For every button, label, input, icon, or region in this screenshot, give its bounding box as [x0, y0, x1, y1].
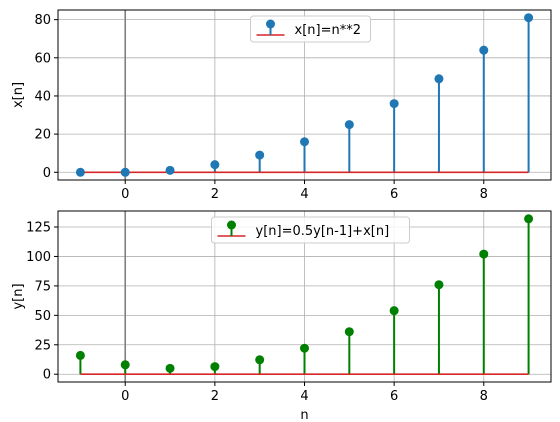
- stem-marker: [255, 355, 265, 365]
- y-tick-label: 100: [26, 250, 51, 265]
- stem-marker: [210, 362, 220, 372]
- stem-marker: [165, 165, 175, 175]
- stem-marker: [255, 150, 265, 160]
- x-tick-label: 8: [480, 187, 488, 202]
- y-tick-label: 125: [26, 221, 51, 236]
- stem-marker: [344, 120, 354, 130]
- y-tick-label: 0: [43, 166, 51, 181]
- y-tick-label: 0: [43, 368, 51, 383]
- y-tick-label: 40: [34, 89, 51, 104]
- stem-marker: [479, 249, 489, 259]
- x-tick-label: 4: [300, 187, 308, 202]
- x-tick-label: 8: [480, 389, 488, 404]
- legend-label: y[n]=0.5y[n-1]+x[n]: [256, 224, 390, 239]
- stem-marker: [524, 13, 534, 23]
- y-axis-label: y[n]: [11, 283, 26, 309]
- y-tick-label: 60: [34, 51, 51, 66]
- stem-marker: [165, 363, 175, 373]
- y-tick-label: 80: [34, 13, 51, 28]
- legend-marker-swatch: [266, 19, 275, 29]
- y-tick-label: 25: [34, 338, 51, 353]
- legend: x[n]=n**2: [250, 15, 371, 43]
- stem-marker: [389, 99, 399, 109]
- stem-marker: [300, 137, 309, 147]
- stem-marker: [434, 280, 444, 290]
- x-tick-label: 0: [121, 187, 129, 202]
- stem-marker: [75, 167, 85, 177]
- x-tick-label: 4: [300, 389, 308, 404]
- legend-box: [211, 216, 410, 244]
- x-tick-label: 6: [390, 389, 398, 404]
- stem-marker: [120, 167, 130, 177]
- y-tick-label: 50: [34, 309, 51, 324]
- stem-marker: [300, 343, 309, 353]
- stem-marker: [389, 306, 399, 316]
- legend-label: x[n]=n**2: [295, 23, 361, 38]
- y-axis-label: x[n]: [11, 82, 26, 108]
- x-axis-label: n: [300, 408, 308, 422]
- stem-marker: [210, 160, 220, 170]
- x-tick-label: 2: [211, 187, 219, 202]
- y-tick-label: 20: [34, 128, 51, 143]
- x-tick-label: 2: [211, 389, 219, 404]
- chart-panel-2: 0 2 4 6 8 0 25 50 75 100 125 y[n] n y[n]=0.5y[n-1]+x[…: [11, 210, 552, 422]
- stem-marker: [120, 360, 130, 370]
- stem-marker: [524, 214, 534, 224]
- legend: y[n]=0.5y[n-1]+x[n]: [211, 216, 410, 244]
- x-tick-label: 0: [121, 389, 129, 404]
- y-tick-label: 75: [34, 279, 51, 294]
- x-tick-label: 6: [390, 187, 398, 202]
- stem-marker: [75, 350, 85, 360]
- stem-marker: [434, 74, 444, 84]
- stem-marker: [344, 327, 354, 337]
- stem-marker: [479, 45, 489, 55]
- legend-marker-swatch: [227, 220, 236, 230]
